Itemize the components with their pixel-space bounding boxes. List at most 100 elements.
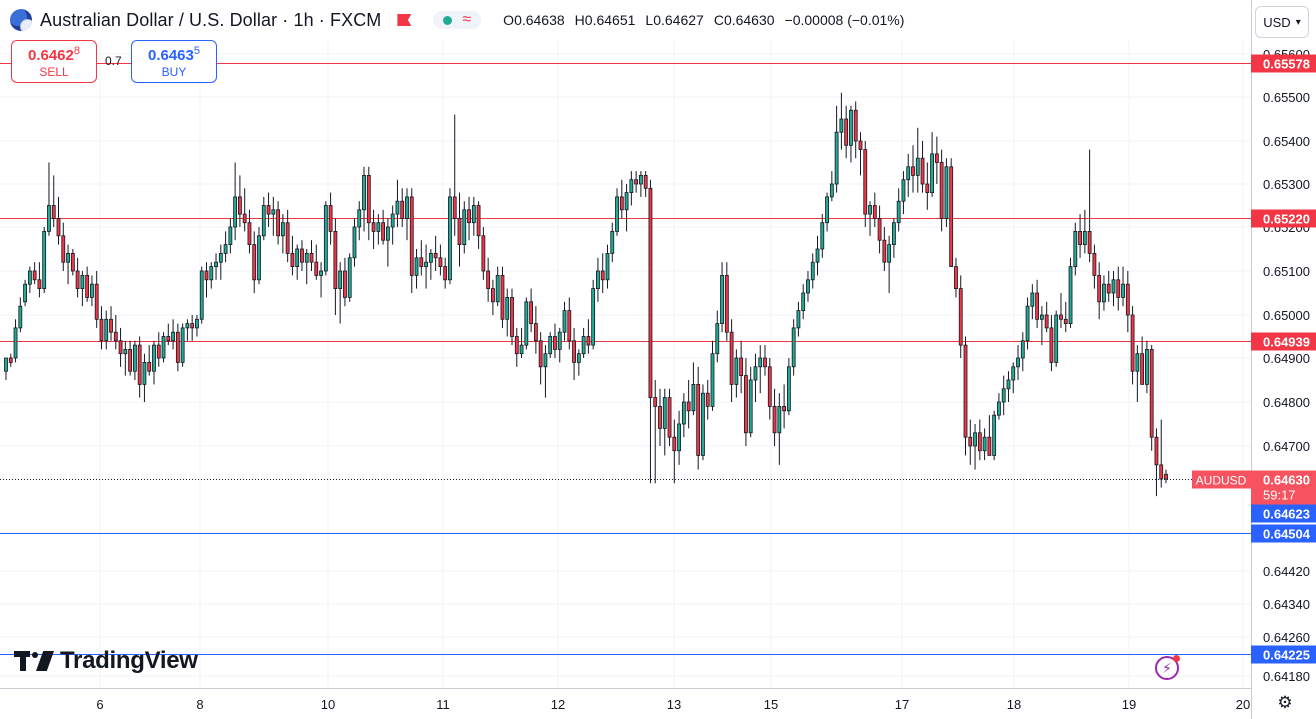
candle bbox=[1063, 301, 1068, 333]
price-tick-label: 0.65300 bbox=[1263, 177, 1310, 192]
candle-body bbox=[304, 252, 309, 263]
candle bbox=[562, 301, 567, 341]
candle-body bbox=[328, 205, 333, 232]
candle-body bbox=[1149, 348, 1154, 438]
candle bbox=[395, 179, 400, 227]
candle bbox=[538, 332, 543, 385]
candle bbox=[624, 184, 629, 232]
candle bbox=[963, 336, 968, 456]
price-tick-label: 0.64260 bbox=[1263, 630, 1310, 645]
candle bbox=[600, 253, 605, 293]
candle-body bbox=[161, 336, 166, 359]
candle-body bbox=[152, 344, 156, 372]
candle bbox=[137, 336, 142, 398]
candle bbox=[576, 349, 581, 376]
candle bbox=[486, 257, 491, 302]
candle-body bbox=[90, 283, 94, 298]
candle bbox=[147, 345, 152, 376]
candle-body bbox=[887, 244, 892, 263]
level-price-tag bbox=[1251, 54, 1316, 73]
candle bbox=[553, 323, 557, 358]
candle-body bbox=[658, 405, 662, 429]
candle-body bbox=[553, 336, 557, 350]
level-price-tag bbox=[1251, 645, 1316, 664]
candle-body bbox=[1102, 283, 1106, 303]
candle bbox=[362, 166, 366, 232]
candle bbox=[691, 362, 696, 416]
flash-icon[interactable]: ⚡ bbox=[1155, 655, 1180, 680]
candle bbox=[99, 306, 104, 350]
candle bbox=[524, 297, 529, 350]
candle bbox=[257, 227, 261, 285]
candle bbox=[610, 222, 615, 263]
candle-body bbox=[147, 361, 152, 372]
candle-body bbox=[218, 252, 223, 263]
candle bbox=[152, 340, 156, 385]
candle bbox=[300, 240, 304, 271]
candle-body bbox=[1068, 266, 1073, 325]
candle-body bbox=[524, 301, 529, 346]
candle bbox=[80, 271, 85, 307]
buy-button[interactable]: 0.64635 BUY bbox=[131, 40, 217, 83]
candle bbox=[171, 319, 175, 350]
candle-body bbox=[538, 340, 543, 368]
candle-body bbox=[285, 222, 290, 254]
candle bbox=[228, 218, 233, 254]
candle bbox=[772, 388, 777, 446]
chevron-down-icon: ▾ bbox=[1295, 16, 1301, 28]
candle bbox=[1030, 284, 1035, 320]
candle-body bbox=[681, 401, 686, 425]
candle bbox=[997, 393, 1001, 420]
candle bbox=[1092, 244, 1097, 289]
level-price-tag bbox=[1251, 524, 1316, 543]
market-status[interactable]: ≈ bbox=[433, 11, 482, 29]
sell-button[interactable]: 0.64628 SELL bbox=[11, 40, 97, 83]
candle-body bbox=[982, 436, 987, 452]
candle bbox=[405, 188, 409, 241]
candle-body bbox=[23, 283, 27, 303]
candle-body bbox=[319, 270, 323, 276]
horizontal-levels bbox=[0, 63, 1251, 655]
candle-body bbox=[1039, 314, 1044, 320]
settings-icon[interactable]: ⚙ bbox=[1277, 693, 1293, 712]
candle-body bbox=[791, 327, 796, 368]
candle bbox=[844, 105, 849, 159]
tradingview-logo: TradingView bbox=[14, 647, 198, 675]
candle-body bbox=[1097, 274, 1102, 303]
candle bbox=[175, 323, 180, 372]
level-price-label: 0.64225 bbox=[1263, 648, 1310, 663]
candle-body bbox=[381, 222, 386, 241]
price-tick-label: 0.65500 bbox=[1263, 90, 1310, 105]
candle-body bbox=[653, 397, 658, 407]
candle-body bbox=[1087, 230, 1092, 254]
candle-body bbox=[834, 131, 839, 185]
candle bbox=[457, 192, 462, 267]
red-flag-icon[interactable] bbox=[397, 14, 412, 26]
candle-body bbox=[1073, 230, 1078, 267]
candle bbox=[467, 196, 471, 241]
candle-body bbox=[954, 266, 958, 290]
candle-body bbox=[591, 288, 596, 346]
candle-body bbox=[782, 405, 787, 412]
candle bbox=[1011, 362, 1016, 394]
candle bbox=[323, 201, 328, 276]
candle bbox=[954, 257, 958, 298]
candle-body bbox=[13, 327, 18, 359]
candle-body bbox=[238, 196, 242, 215]
candle-body bbox=[428, 252, 433, 263]
level-price-label: 0.65220 bbox=[1263, 212, 1310, 227]
candle-body bbox=[476, 205, 481, 237]
candle bbox=[161, 332, 166, 363]
symbol-title[interactable]: Australian Dollar / U.S. Dollar · 1h · F… bbox=[40, 9, 382, 30]
candle bbox=[681, 393, 686, 438]
candle bbox=[911, 145, 915, 193]
candle-body bbox=[600, 270, 605, 281]
candle-body bbox=[820, 222, 825, 250]
candle-body bbox=[548, 336, 553, 355]
candle-body bbox=[958, 288, 963, 346]
candle bbox=[672, 419, 677, 484]
currency-button[interactable]: USD ▾ bbox=[1255, 6, 1309, 38]
time-tick-label: 17 bbox=[895, 697, 909, 712]
candle-body bbox=[777, 405, 782, 434]
